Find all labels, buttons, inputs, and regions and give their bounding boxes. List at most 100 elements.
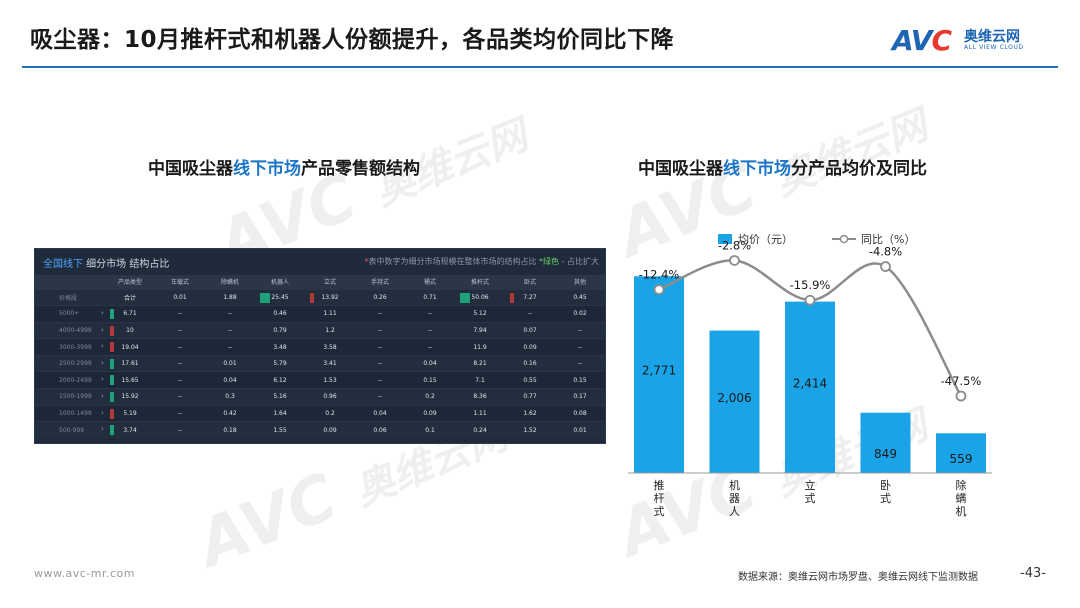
change-marker bbox=[460, 292, 470, 303]
table-cell: -- bbox=[555, 354, 605, 372]
table-cell: 3.48 bbox=[255, 338, 305, 356]
table-cell: 17.61 bbox=[105, 354, 155, 372]
table-cell: -- bbox=[405, 305, 455, 323]
table-cell: 1.55 bbox=[255, 421, 305, 439]
structure-table-panel: 全国线下 细分市场 结构占比 *表中数字为细分市场规模在整体市场的结构占比 *绿… bbox=[34, 248, 606, 444]
yoy-point bbox=[653, 284, 665, 296]
row-label: 2500-2999 › bbox=[35, 354, 105, 372]
table-cell: -- bbox=[355, 354, 405, 372]
table-cell: -- bbox=[155, 321, 205, 339]
table-cell: 8.21 bbox=[455, 354, 505, 372]
table-cell: 7.94 bbox=[455, 321, 505, 339]
change-marker bbox=[110, 309, 114, 320]
table-cell: 0.1 bbox=[405, 421, 455, 439]
table-cell: -- bbox=[155, 305, 205, 323]
yoy-label: -2.8% bbox=[718, 238, 751, 252]
change-marker bbox=[110, 325, 114, 336]
table-cell: 0.71 bbox=[405, 288, 455, 306]
legend-marker-yoy bbox=[839, 234, 849, 244]
x-tick-label: 立式 bbox=[805, 478, 816, 505]
table-cell: 5.19 bbox=[105, 404, 155, 422]
right-section-title: 中国吸尘器线下市场分产品均价及同比 bbox=[638, 159, 927, 179]
table-cell: -- bbox=[505, 305, 555, 323]
change-marker bbox=[110, 358, 114, 369]
chevron-right-icon[interactable]: › bbox=[101, 408, 104, 417]
column-header: 车载式 bbox=[155, 275, 205, 289]
table-cell: 0.3 bbox=[205, 388, 255, 406]
row-label: 2000-2499 › bbox=[35, 371, 105, 389]
table-cell: -- bbox=[355, 305, 405, 323]
table-cell: 0.15 bbox=[405, 371, 455, 389]
row-label: 500-999 › bbox=[35, 421, 105, 439]
table-cell: 1.2 bbox=[305, 321, 355, 339]
table-cell: -- bbox=[355, 321, 405, 339]
footer-url: www.avc-mr.com bbox=[34, 567, 135, 580]
x-tick-label: 推杆式 bbox=[654, 478, 665, 518]
left-section-title: 中国吸尘器线下市场产品零售额结构 bbox=[148, 159, 420, 179]
yoy-line bbox=[658, 259, 963, 397]
table-cell: 1.88 bbox=[205, 288, 255, 306]
chevron-right-icon[interactable]: › bbox=[101, 392, 104, 401]
bar-value-label: 2,006 bbox=[717, 391, 751, 405]
table-cell: -- bbox=[155, 421, 205, 439]
table-cell: 0.15 bbox=[555, 371, 605, 389]
table-cell: 0.08 bbox=[555, 404, 605, 422]
legend-label-price: 均价（元） bbox=[738, 233, 793, 246]
bar-value-label: 2,414 bbox=[793, 376, 827, 390]
chevron-right-icon[interactable]: › bbox=[101, 325, 104, 334]
bar-value-label: 2,771 bbox=[642, 364, 676, 378]
table-cell: 0.01 bbox=[555, 421, 605, 439]
change-marker bbox=[110, 392, 114, 403]
change-marker bbox=[260, 292, 270, 303]
bar-0 bbox=[634, 276, 684, 473]
table-cell: 1.62 bbox=[505, 404, 555, 422]
table-cell: 0.02 bbox=[555, 305, 605, 323]
column-header: 产品类型 bbox=[105, 275, 155, 289]
table-cell: 7.27 bbox=[505, 288, 555, 306]
table-cell: 1.52 bbox=[505, 421, 555, 439]
row-label: 5000+ › bbox=[35, 305, 105, 323]
table-cell: 7.1 bbox=[455, 371, 505, 389]
row-label: 价格段 bbox=[35, 288, 105, 306]
yoy-point bbox=[880, 261, 891, 272]
column-header: 手持式 bbox=[355, 275, 405, 289]
table-cell: 50.06 bbox=[455, 288, 505, 306]
logo-mark: AVC bbox=[892, 24, 952, 57]
logo-cn-text: 奥维云网 bbox=[964, 29, 1020, 45]
avc-logo: AVC 奥维云网 ALL VIEW CLOUD bbox=[892, 26, 1062, 58]
column-header: 除螨机 bbox=[205, 275, 255, 289]
table-cell: -- bbox=[355, 338, 405, 356]
table-cell: 0.2 bbox=[305, 404, 355, 422]
change-marker bbox=[110, 425, 114, 436]
table-cell: 0.09 bbox=[505, 338, 555, 356]
panel-header: 全国线下 细分市场 结构占比 *表中数字为细分市场规模在整体市场的结构占比 *绿… bbox=[35, 249, 605, 275]
table-cell: -- bbox=[205, 338, 255, 356]
chevron-right-icon[interactable]: › bbox=[101, 425, 104, 434]
chevron-right-icon[interactable]: › bbox=[101, 375, 104, 384]
table-cell: 5.16 bbox=[255, 388, 305, 406]
chevron-right-icon[interactable]: › bbox=[101, 358, 104, 367]
table-cell: 0.77 bbox=[505, 388, 555, 406]
table-cell: -- bbox=[355, 388, 405, 406]
table-cell: -- bbox=[155, 388, 205, 406]
chevron-right-icon[interactable]: › bbox=[101, 309, 104, 318]
table-cell: 1.64 bbox=[255, 404, 305, 422]
row-label: 3000-3999 › bbox=[35, 338, 105, 356]
row-label: 1500-1999 › bbox=[35, 388, 105, 406]
bar-2 bbox=[785, 301, 835, 473]
data-source-note: 数据来源：奥维云网市场罗盘、奥维云网线下监测数据 bbox=[738, 572, 978, 583]
table-row: 5000+ › 6.71 -- -- 0.46 1.11 -- -- 5.12 -- 0.02 bbox=[35, 305, 605, 323]
table-cell: 0.24 bbox=[455, 421, 505, 439]
yoy-point bbox=[729, 255, 740, 266]
change-marker bbox=[110, 375, 114, 386]
header-divider bbox=[22, 66, 1058, 68]
chevron-right-icon[interactable]: › bbox=[101, 342, 104, 351]
table-cell: 合计 bbox=[105, 288, 155, 306]
table-header-row: 产品类型 车载式 除螨机 机器人 立式 手持式 桶式 推杆式 卧式 其他 bbox=[35, 275, 605, 289]
table-cell: 1.11 bbox=[455, 404, 505, 422]
table-cell: -- bbox=[205, 321, 255, 339]
table-cell: 0.01 bbox=[155, 288, 205, 306]
table-cell: 19.04 bbox=[105, 338, 155, 356]
table-cell: 0.96 bbox=[305, 388, 355, 406]
column-header: 卧式 bbox=[505, 275, 555, 289]
